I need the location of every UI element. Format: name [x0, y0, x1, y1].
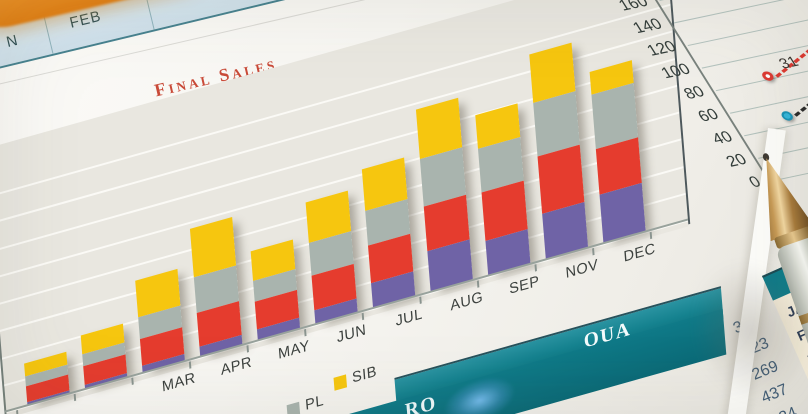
legend-label-pl: PL [304, 391, 325, 414]
stacked-bar [529, 42, 589, 260]
tab-jan-partial: N [4, 31, 21, 52]
legend-label-sib: SIB [351, 362, 378, 387]
gridline [673, 0, 808, 24]
y-tick-80: 80 [680, 83, 708, 103]
legend-swatch-sib [333, 374, 348, 391]
stacked-bar [361, 157, 416, 309]
stacked-bar [250, 239, 301, 341]
pen-ball-tip [761, 152, 771, 162]
y-tick-160: 160 [615, 0, 652, 15]
legend-swatch-pl [286, 401, 301, 414]
gridline [659, 0, 808, 1]
stacked-bar [415, 97, 473, 292]
stacked-bar [305, 190, 358, 325]
y-tick-40: 40 [709, 128, 737, 148]
y-tick-120: 120 [644, 38, 680, 60]
stacked-bar [589, 60, 646, 244]
tab-separator [143, 0, 155, 30]
cyan-circle-marker [779, 110, 795, 122]
y-tick-60: 60 [695, 106, 723, 126]
y-tick-100: 100 [658, 61, 694, 83]
gridline [715, 13, 808, 92]
stacked-bar [135, 269, 185, 373]
tab-separator [42, 12, 54, 54]
y-tick-140: 140 [629, 16, 666, 37]
